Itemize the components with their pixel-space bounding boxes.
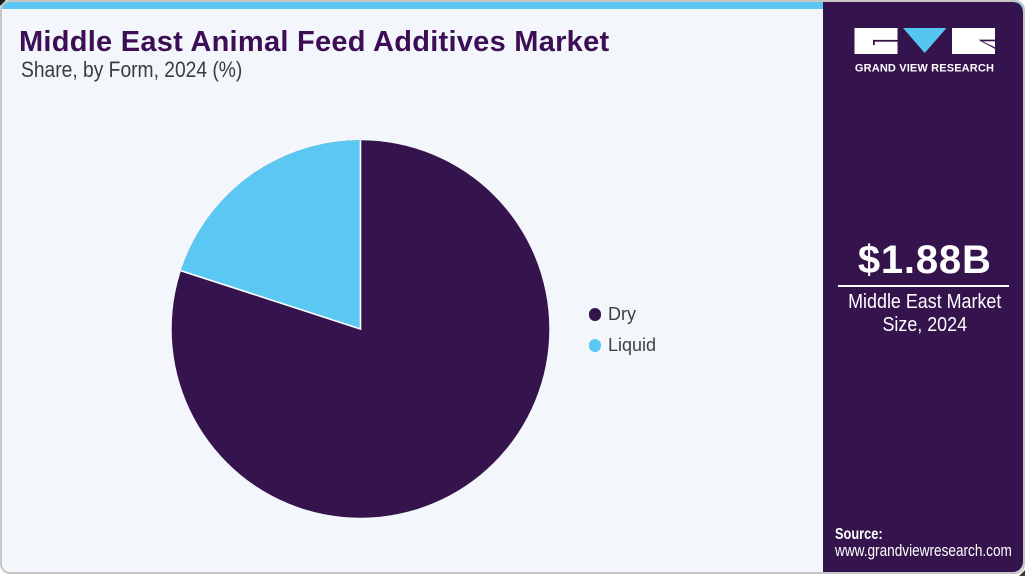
svg-text:GRAND VIEW RESEARCH: GRAND VIEW RESEARCH [855, 62, 994, 74]
